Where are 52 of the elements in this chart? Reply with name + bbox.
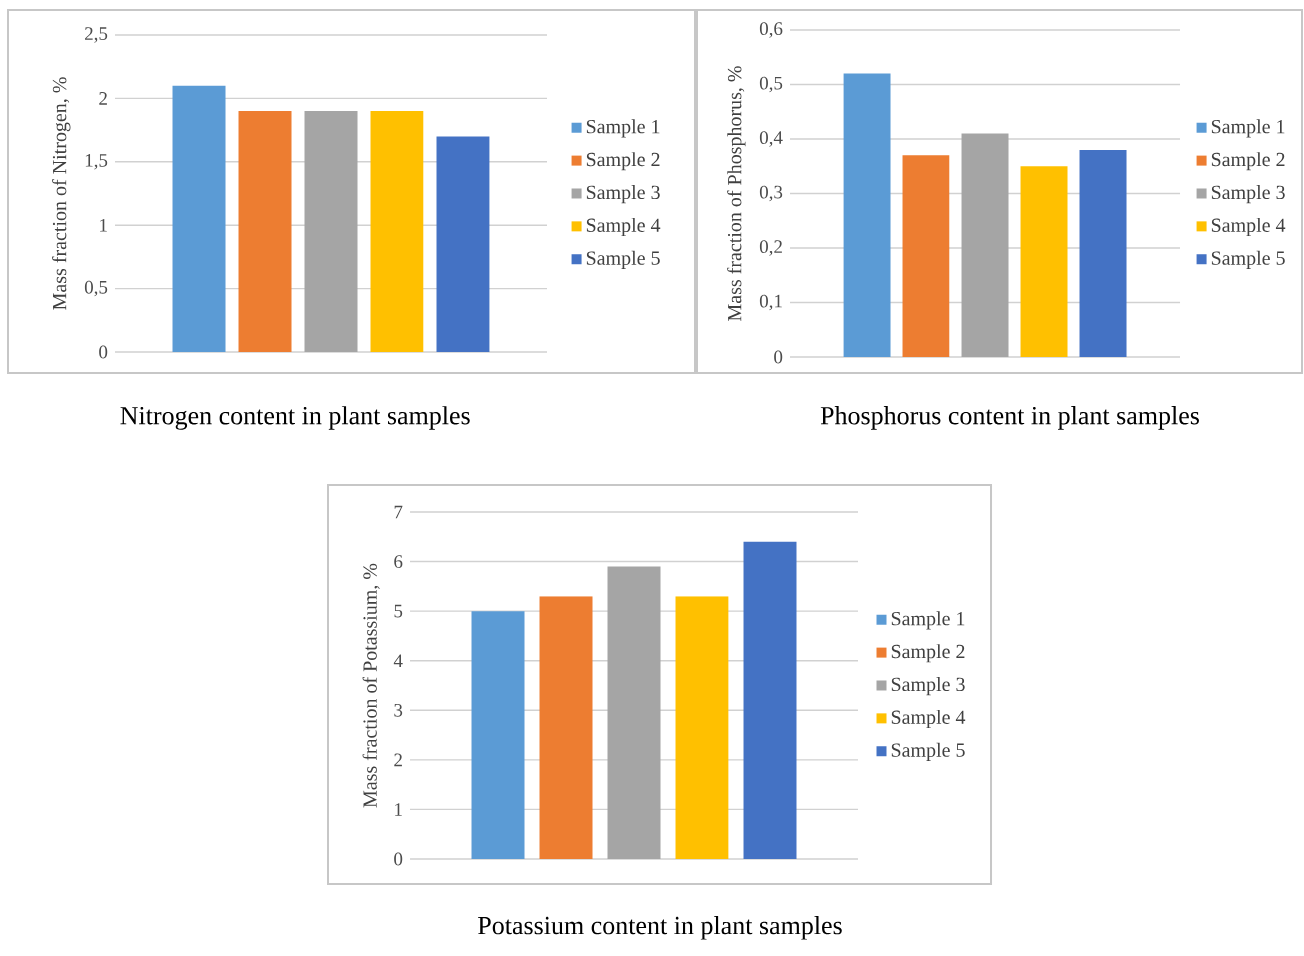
bar: [1079, 149, 1127, 357]
legend-label: Sample 3: [586, 185, 660, 204]
y-tick-label: 5: [394, 604, 403, 618]
y-tick-label: 1: [395, 803, 402, 816]
bar: [902, 155, 950, 357]
bar: [436, 136, 490, 352]
legend-label: Sample 5: [891, 742, 965, 761]
y-tick-label: 0,1: [759, 294, 782, 311]
legend-label: Sample 1: [891, 611, 965, 630]
y-tick-label: 0,5: [84, 280, 108, 297]
y-tick-label: 2: [394, 753, 402, 767]
y-axis-title: Mass fraction of Potassium, %: [362, 563, 380, 808]
bar: [843, 73, 891, 357]
y-tick-label: 2: [99, 92, 107, 105]
y-tick-label: 1: [100, 218, 107, 232]
y-axis-title: Mass fraction of Nitrogen, %: [52, 77, 71, 310]
y-tick-label: 2,5: [85, 27, 108, 43]
y-tick-label: 0,5: [759, 76, 783, 93]
y-tick-label: 0: [99, 345, 108, 359]
bar: [238, 111, 292, 352]
bar: [961, 133, 1009, 357]
bar: [370, 111, 424, 352]
y-tick-label: 0,3: [759, 185, 783, 202]
bar: [304, 111, 358, 352]
legend-label: Sample 5: [1211, 250, 1285, 269]
y-tick-label: 0,2: [759, 240, 782, 256]
y-tick-label: 0: [774, 350, 783, 364]
bar: [1020, 166, 1068, 357]
legend-label: Sample 3: [891, 677, 965, 696]
legend-label: Sample 4: [891, 709, 966, 729]
y-tick-label: 0,4: [759, 131, 783, 147]
text: Phosphorus content in plant samples: [820, 406, 1199, 430]
y-tick-label: 6: [394, 555, 403, 568]
legend-label: Sample 5: [586, 250, 660, 269]
legend-label: Sample 2: [586, 152, 660, 171]
legend-label: Sample 2: [891, 644, 965, 663]
text: Nitrogen content in plant samples: [120, 406, 470, 430]
legend-label: Sample 2: [1211, 152, 1285, 171]
y-tick-label: 0: [394, 852, 403, 866]
legend-label: Sample 4: [1211, 217, 1286, 237]
y-tick-label: 1,5: [85, 154, 108, 170]
y-axis-title: Mass fraction of Phosphorus, %: [727, 66, 746, 321]
y-tick-label: 3: [394, 703, 403, 717]
legend-label: Sample 1: [1211, 119, 1285, 138]
legend-label: Sample 1: [586, 119, 660, 138]
y-tick-label: 7: [394, 505, 403, 519]
bar: [172, 85, 226, 352]
legend-label: Sample 3: [1211, 185, 1285, 204]
y-tick-label: 0,6: [759, 22, 783, 38]
text: Potassium content in plant samples: [478, 916, 842, 940]
legend-label: Sample 4: [586, 217, 661, 237]
y-tick-label: 4: [393, 654, 403, 667]
